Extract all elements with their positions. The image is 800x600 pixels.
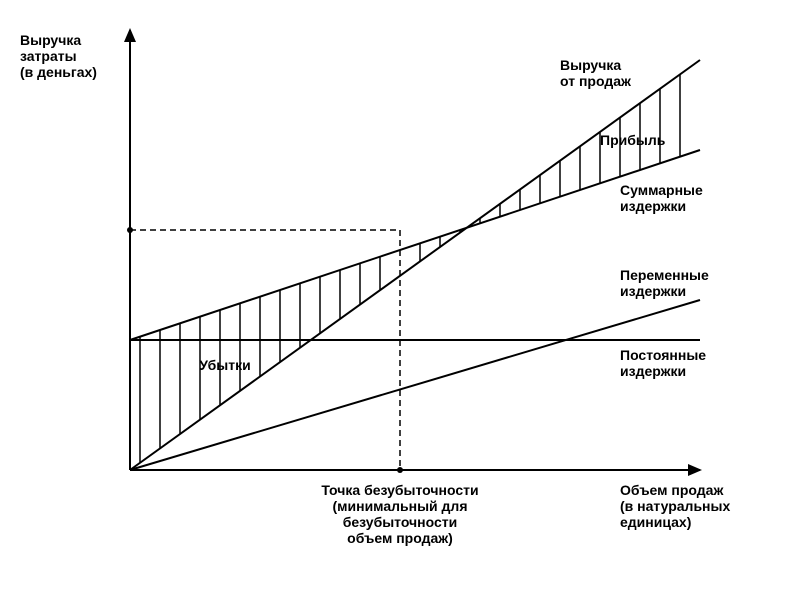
x-axis-arrow <box>688 464 702 476</box>
breakeven-label: объем продаж) <box>347 530 453 546</box>
breakeven-label: безубыточности <box>343 514 458 530</box>
x-axis-label: (в натуральных <box>620 498 730 514</box>
profit-label: Прибыль <box>600 132 666 148</box>
fixed-costs-label: Постоянные <box>620 347 706 363</box>
total-costs-label: издержки <box>620 198 686 214</box>
breakeven-chart: Выручказатраты(в деньгах)Объем продаж(в … <box>0 0 800 600</box>
fixed-costs-label: издержки <box>620 363 686 379</box>
y-axis-label: затраты <box>20 48 77 64</box>
x-axis-label: Объем продаж <box>620 482 724 498</box>
total-costs-line <box>130 150 700 340</box>
breakeven-label: (минимальный для <box>332 498 467 514</box>
breakeven-label: Точка безубыточности <box>321 482 478 498</box>
revenue-label: Выручка <box>560 57 621 73</box>
y-axis-label: (в деньгах) <box>20 64 97 80</box>
total-costs-label: Суммарные <box>620 182 703 198</box>
revenue-label: от продаж <box>560 73 632 89</box>
variable-costs-label: Переменные <box>620 267 709 283</box>
losses-label: Убытки <box>199 357 250 373</box>
revenue-line <box>130 60 700 470</box>
x-axis-label: единицах) <box>620 514 691 530</box>
variable-costs-line <box>130 300 700 470</box>
y-axis-label: Выручка <box>20 32 81 48</box>
variable-costs-label: издержки <box>620 283 686 299</box>
y-axis-arrow <box>124 28 136 42</box>
